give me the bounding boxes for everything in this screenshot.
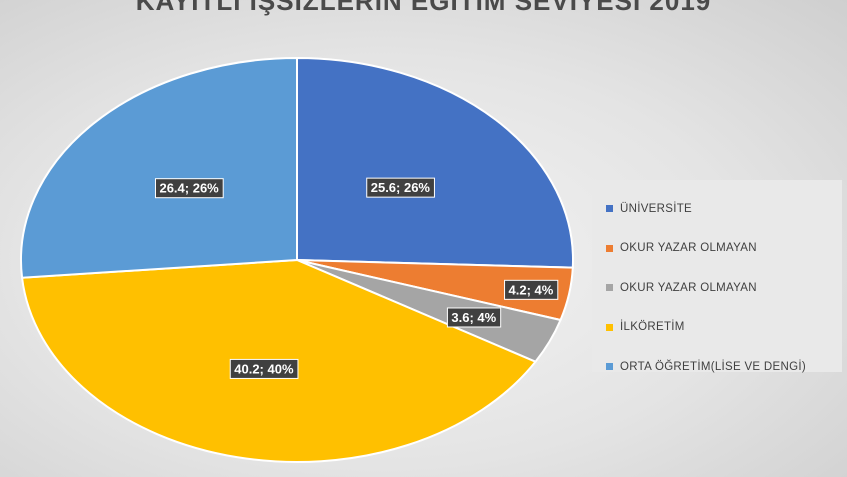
legend-item: ÜNİVERSİTE — [592, 189, 842, 229]
legend-label: ORTA ÖĞRETİM(LİSE VE DENGİ) — [620, 360, 806, 373]
legend-label: İLKÖRETİM — [620, 321, 685, 334]
legend-swatch — [606, 323, 613, 331]
pie-slices — [20, 56, 574, 463]
svg-text:4.2; 4%: 4.2; 4% — [509, 282, 554, 297]
legend-label: OKUR YAZAR OLMAYAN — [620, 281, 757, 294]
legend-item: ORTA ÖĞRETİM(LİSE VE DENGİ) — [592, 347, 842, 387]
svg-text:26.4; 26%: 26.4; 26% — [159, 181, 219, 196]
legend-item: OKUR YAZAR OLMAYAN — [592, 268, 842, 308]
legend-swatch — [606, 205, 613, 213]
pie-data-label: 26.4; 26% — [154, 178, 224, 199]
legend-swatch — [606, 284, 613, 292]
pie-data-label: 4.2; 4% — [504, 279, 559, 300]
svg-text:40.2; 40%: 40.2; 40% — [234, 361, 294, 376]
legend-item: İLKÖRETİM — [592, 308, 842, 348]
legend-item: OKUR YAZAR OLMAYAN — [592, 229, 842, 269]
svg-text:3.6; 4%: 3.6; 4% — [451, 310, 496, 325]
legend-label: OKUR YAZAR OLMAYAN — [620, 242, 757, 255]
legend-swatch — [606, 244, 613, 252]
chart-legend: ÜNİVERSİTE OKUR YAZAR OLMAYAN OKUR YAZAR O… — [592, 180, 842, 373]
pie-data-label: 40.2; 40% — [229, 358, 299, 379]
pie-slice — [296, 56, 574, 269]
chart-title: KAYITLI İŞSİZLERİN EĞİTİM SEVİYESİ 2019 — [135, 0, 712, 16]
svg-text:25.6; 26%: 25.6; 26% — [371, 180, 431, 195]
legend-label: ÜNİVERSİTE — [620, 202, 693, 215]
legend-swatch — [606, 363, 613, 371]
pie-data-labels: 25.6; 26% 4.2; 4% 3.6; 4% 40.2; 40% 26.4; 26… — [154, 177, 559, 379]
pie-data-label: 25.6; 26% — [366, 177, 435, 198]
pie-slice — [20, 56, 298, 279]
pie-data-label: 3.6; 4% — [446, 307, 502, 328]
